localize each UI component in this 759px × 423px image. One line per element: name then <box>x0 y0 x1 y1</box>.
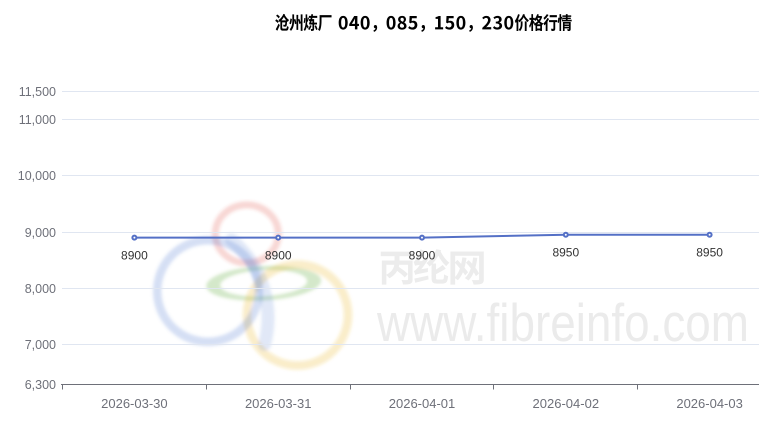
svg-text:2026-03-31: 2026-03-31 <box>245 396 312 411</box>
svg-text:2026-04-02: 2026-04-02 <box>533 396 600 411</box>
svg-text:8950: 8950 <box>552 246 579 260</box>
svg-text:8950: 8950 <box>696 246 723 260</box>
svg-text:8900: 8900 <box>409 248 436 262</box>
svg-text:2026-03-30: 2026-03-30 <box>101 396 168 411</box>
svg-text:2026-04-03: 2026-04-03 <box>676 396 743 411</box>
svg-text:www.fibreinfo.com: www.fibreinfo.com <box>376 294 749 353</box>
svg-text:8900: 8900 <box>121 248 148 262</box>
svg-text:11,500: 11,500 <box>19 85 56 99</box>
svg-text:10,000: 10,000 <box>18 169 56 183</box>
svg-text:7,000: 7,000 <box>25 338 56 352</box>
svg-text:2026-04-01: 2026-04-01 <box>389 396 456 411</box>
svg-text:11,000: 11,000 <box>19 113 56 127</box>
svg-text:9,000: 9,000 <box>25 226 56 240</box>
svg-text:6,300: 6,300 <box>25 378 56 392</box>
svg-text:8,000: 8,000 <box>25 282 56 296</box>
svg-text:8900: 8900 <box>265 248 292 262</box>
